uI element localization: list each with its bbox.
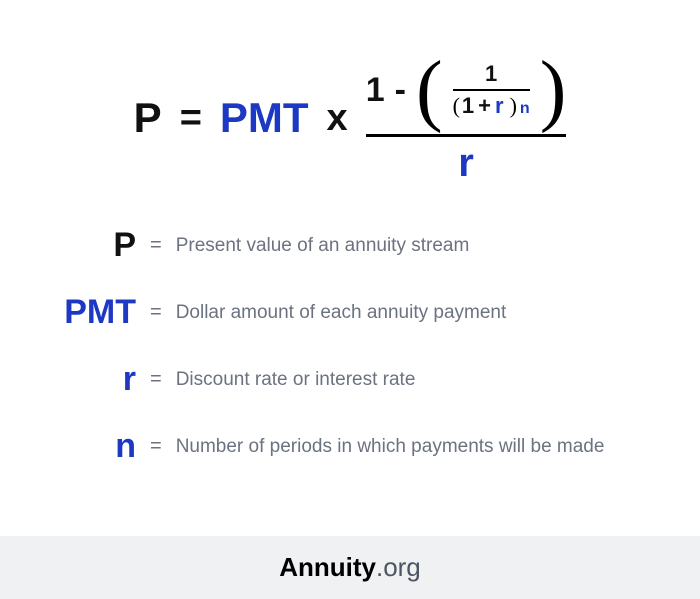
legend-row-n: n = Number of periods in which payments … xyxy=(40,427,660,466)
inner-fraction-bar xyxy=(453,89,530,91)
legend-sym-p: P xyxy=(40,226,150,265)
denominator: r xyxy=(458,141,474,186)
inner-numerator: 1 xyxy=(457,61,525,87)
legend: P = Present value of an annuity stream P… xyxy=(0,216,700,466)
legend-row-r: r = Discount rate or interest rate xyxy=(40,360,660,399)
denominator-r: r xyxy=(458,141,474,186)
inner-r: r xyxy=(495,93,504,119)
inner-fraction: 1 ( 1 + r ) n xyxy=(453,61,530,119)
legend-sym-pmt: PMT xyxy=(40,293,150,332)
right-paren: ) xyxy=(540,50,567,130)
legend-sym-n: n xyxy=(40,427,150,466)
legend-row-pmt: PMT = Dollar amount of each annuity paym… xyxy=(40,293,660,332)
inner-right-paren: ) xyxy=(510,93,517,119)
fraction-bar xyxy=(366,134,567,137)
legend-eq: = xyxy=(150,301,176,324)
footer: Annuity.org xyxy=(0,536,700,599)
times-sign: x xyxy=(327,97,348,140)
legend-desc-r: Discount rate or interest rate xyxy=(176,369,416,391)
legend-eq: = xyxy=(150,368,176,391)
legend-desc-p: Present value of an annuity stream xyxy=(176,235,470,257)
legend-desc-pmt: Dollar amount of each annuity payment xyxy=(176,302,507,324)
legend-eq: = xyxy=(150,435,176,458)
footer-brand: Annuity xyxy=(279,552,376,582)
left-paren: ( xyxy=(416,50,443,130)
inner-left-paren: ( xyxy=(453,93,460,119)
inner-one: 1 xyxy=(462,93,474,119)
numerator-one: 1 xyxy=(366,71,385,110)
legend-sym-r: r xyxy=(40,360,150,399)
equals-sign: = xyxy=(180,97,202,140)
numerator: 1 - ( 1 ( 1 + r ) n ) xyxy=(366,50,567,130)
legend-eq: = xyxy=(150,234,176,257)
legend-row-p: P = Present value of an annuity stream xyxy=(40,226,660,265)
numerator-minus: - xyxy=(395,71,406,110)
formula: P = PMT x 1 - ( 1 ( 1 + r ) n ) xyxy=(0,0,700,216)
inner-n: n xyxy=(520,100,530,118)
inner-denominator: ( 1 + r ) n xyxy=(453,93,530,119)
legend-desc-n: Number of periods in which payments will… xyxy=(176,436,605,458)
footer-tld: .org xyxy=(376,552,421,582)
inner-plus: + xyxy=(478,93,491,119)
main-fraction: 1 - ( 1 ( 1 + r ) n ) r xyxy=(366,50,567,186)
symbol-p: P xyxy=(134,94,162,142)
symbol-pmt: PMT xyxy=(220,94,309,142)
